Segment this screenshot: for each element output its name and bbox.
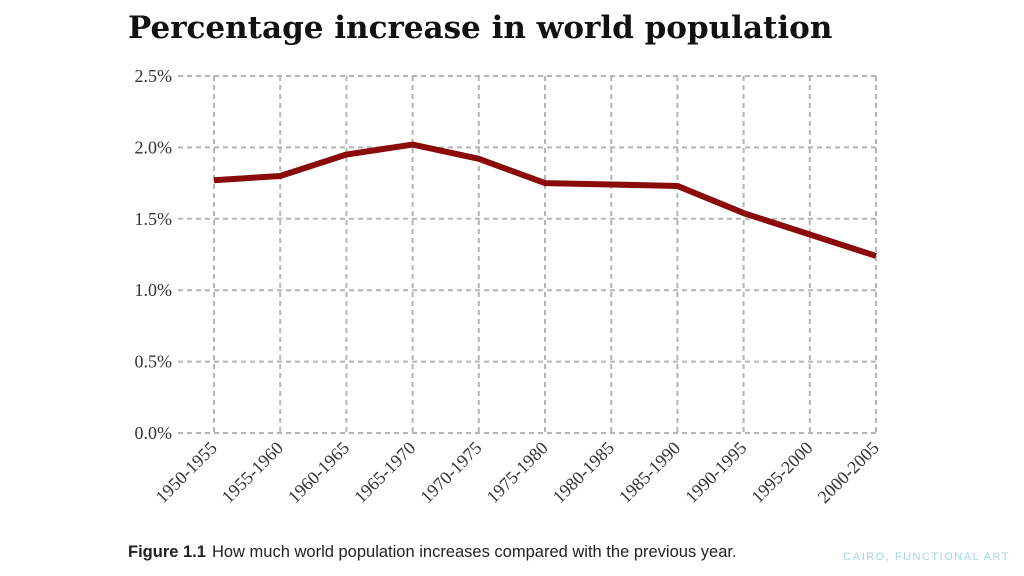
y-tick-label: 0.5% (135, 352, 173, 372)
x-tick-label: 1950-1955 (152, 438, 221, 507)
y-tick-label: 2.0% (135, 137, 173, 157)
y-tick-label: 0.0% (135, 423, 173, 443)
x-tick-label: 1995-2000 (747, 438, 816, 507)
x-axis: 1950-19551955-19601960-19651965-19701970… (152, 438, 883, 507)
x-tick-label: 1980-1985 (549, 438, 618, 507)
x-tick-label: 2000-2005 (814, 438, 883, 507)
y-tick-label: 1.0% (135, 280, 173, 300)
figure-caption: Figure 1.1 How much world population incr… (128, 543, 737, 562)
x-tick-label: 1970-1975 (416, 438, 485, 507)
y-tick-label: 1.5% (135, 209, 173, 229)
series-layer (213, 141, 877, 259)
x-tick-label: 1965-1970 (350, 438, 419, 507)
x-tick-label: 1960-1965 (284, 438, 353, 507)
y-axis: 0.0% 0.5% 1.0% 1.5% 2.0% 2.5% (135, 66, 173, 443)
figure-label: Figure 1.1 (128, 543, 206, 561)
x-tick-label: 1985-1990 (615, 438, 684, 507)
credit-text: CAIRO, FUNCTIONAL ART (843, 551, 1010, 563)
y-tick-label: 2.5% (135, 66, 173, 86)
chart-title: Percentage increase in world population (128, 10, 833, 46)
x-tick-label: 1990-1995 (681, 438, 750, 507)
x-tick-label: 1955-1960 (218, 438, 287, 507)
caption-text: How much world population increases comp… (211, 543, 737, 561)
grid (178, 75, 877, 434)
x-tick-label: 1975-1980 (483, 438, 552, 507)
